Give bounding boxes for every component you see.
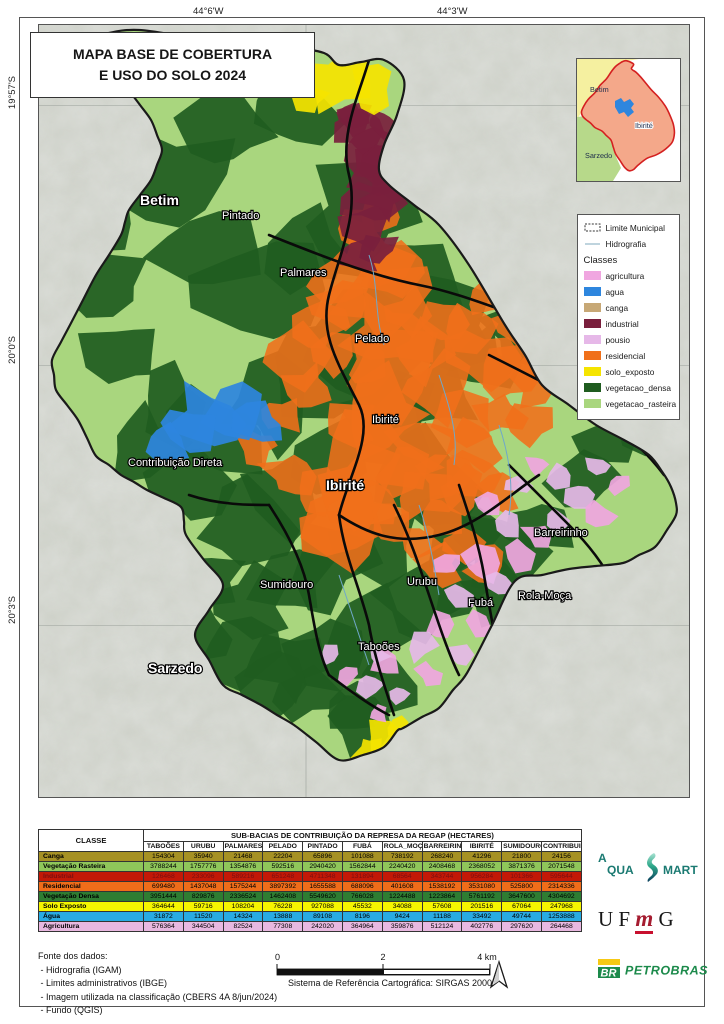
svg-text:BR: BR: [601, 968, 617, 980]
svg-text:Betim: Betim: [590, 85, 609, 94]
svg-text:Sarzedo: Sarzedo: [585, 151, 612, 160]
svg-text:MART: MART: [663, 863, 698, 877]
svg-text:A: A: [598, 851, 607, 865]
svg-text:QUA: QUA: [607, 863, 634, 877]
svg-text:2: 2: [380, 952, 385, 962]
svg-text:Ibirité: Ibirité: [635, 121, 653, 130]
svg-text:PETROBRAS: PETROBRAS: [625, 964, 708, 978]
svg-text:0: 0: [275, 952, 280, 962]
